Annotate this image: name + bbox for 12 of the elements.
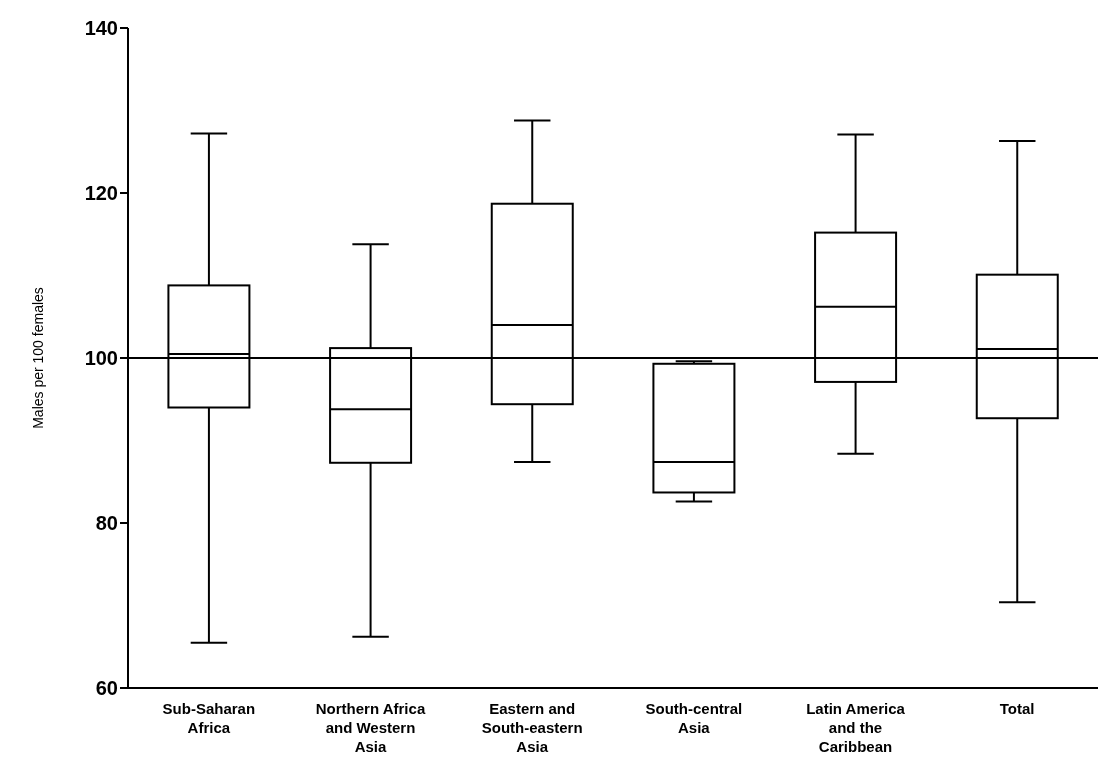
x-tick-label: South-central Asia (645, 700, 743, 736)
x-tick-label: Latin America and the Caribbean (806, 700, 906, 755)
y-tick-label: 100 (84, 347, 118, 370)
y-tick-label: 60 (95, 677, 118, 700)
x-tick-label: Total (999, 700, 1035, 717)
y-axis-title: Males per 100 females (29, 287, 46, 429)
x-tick-label: Eastern and South-eastern Asia (481, 700, 583, 755)
y-tick-label: 140 (84, 17, 118, 40)
y-tick-label: 120 (84, 182, 118, 205)
y-tick-label: 80 (95, 512, 118, 535)
x-tick-label: Sub-Saharan Africa (162, 700, 256, 736)
x-tick-label: Northern Africa and Western Asia (315, 700, 426, 755)
